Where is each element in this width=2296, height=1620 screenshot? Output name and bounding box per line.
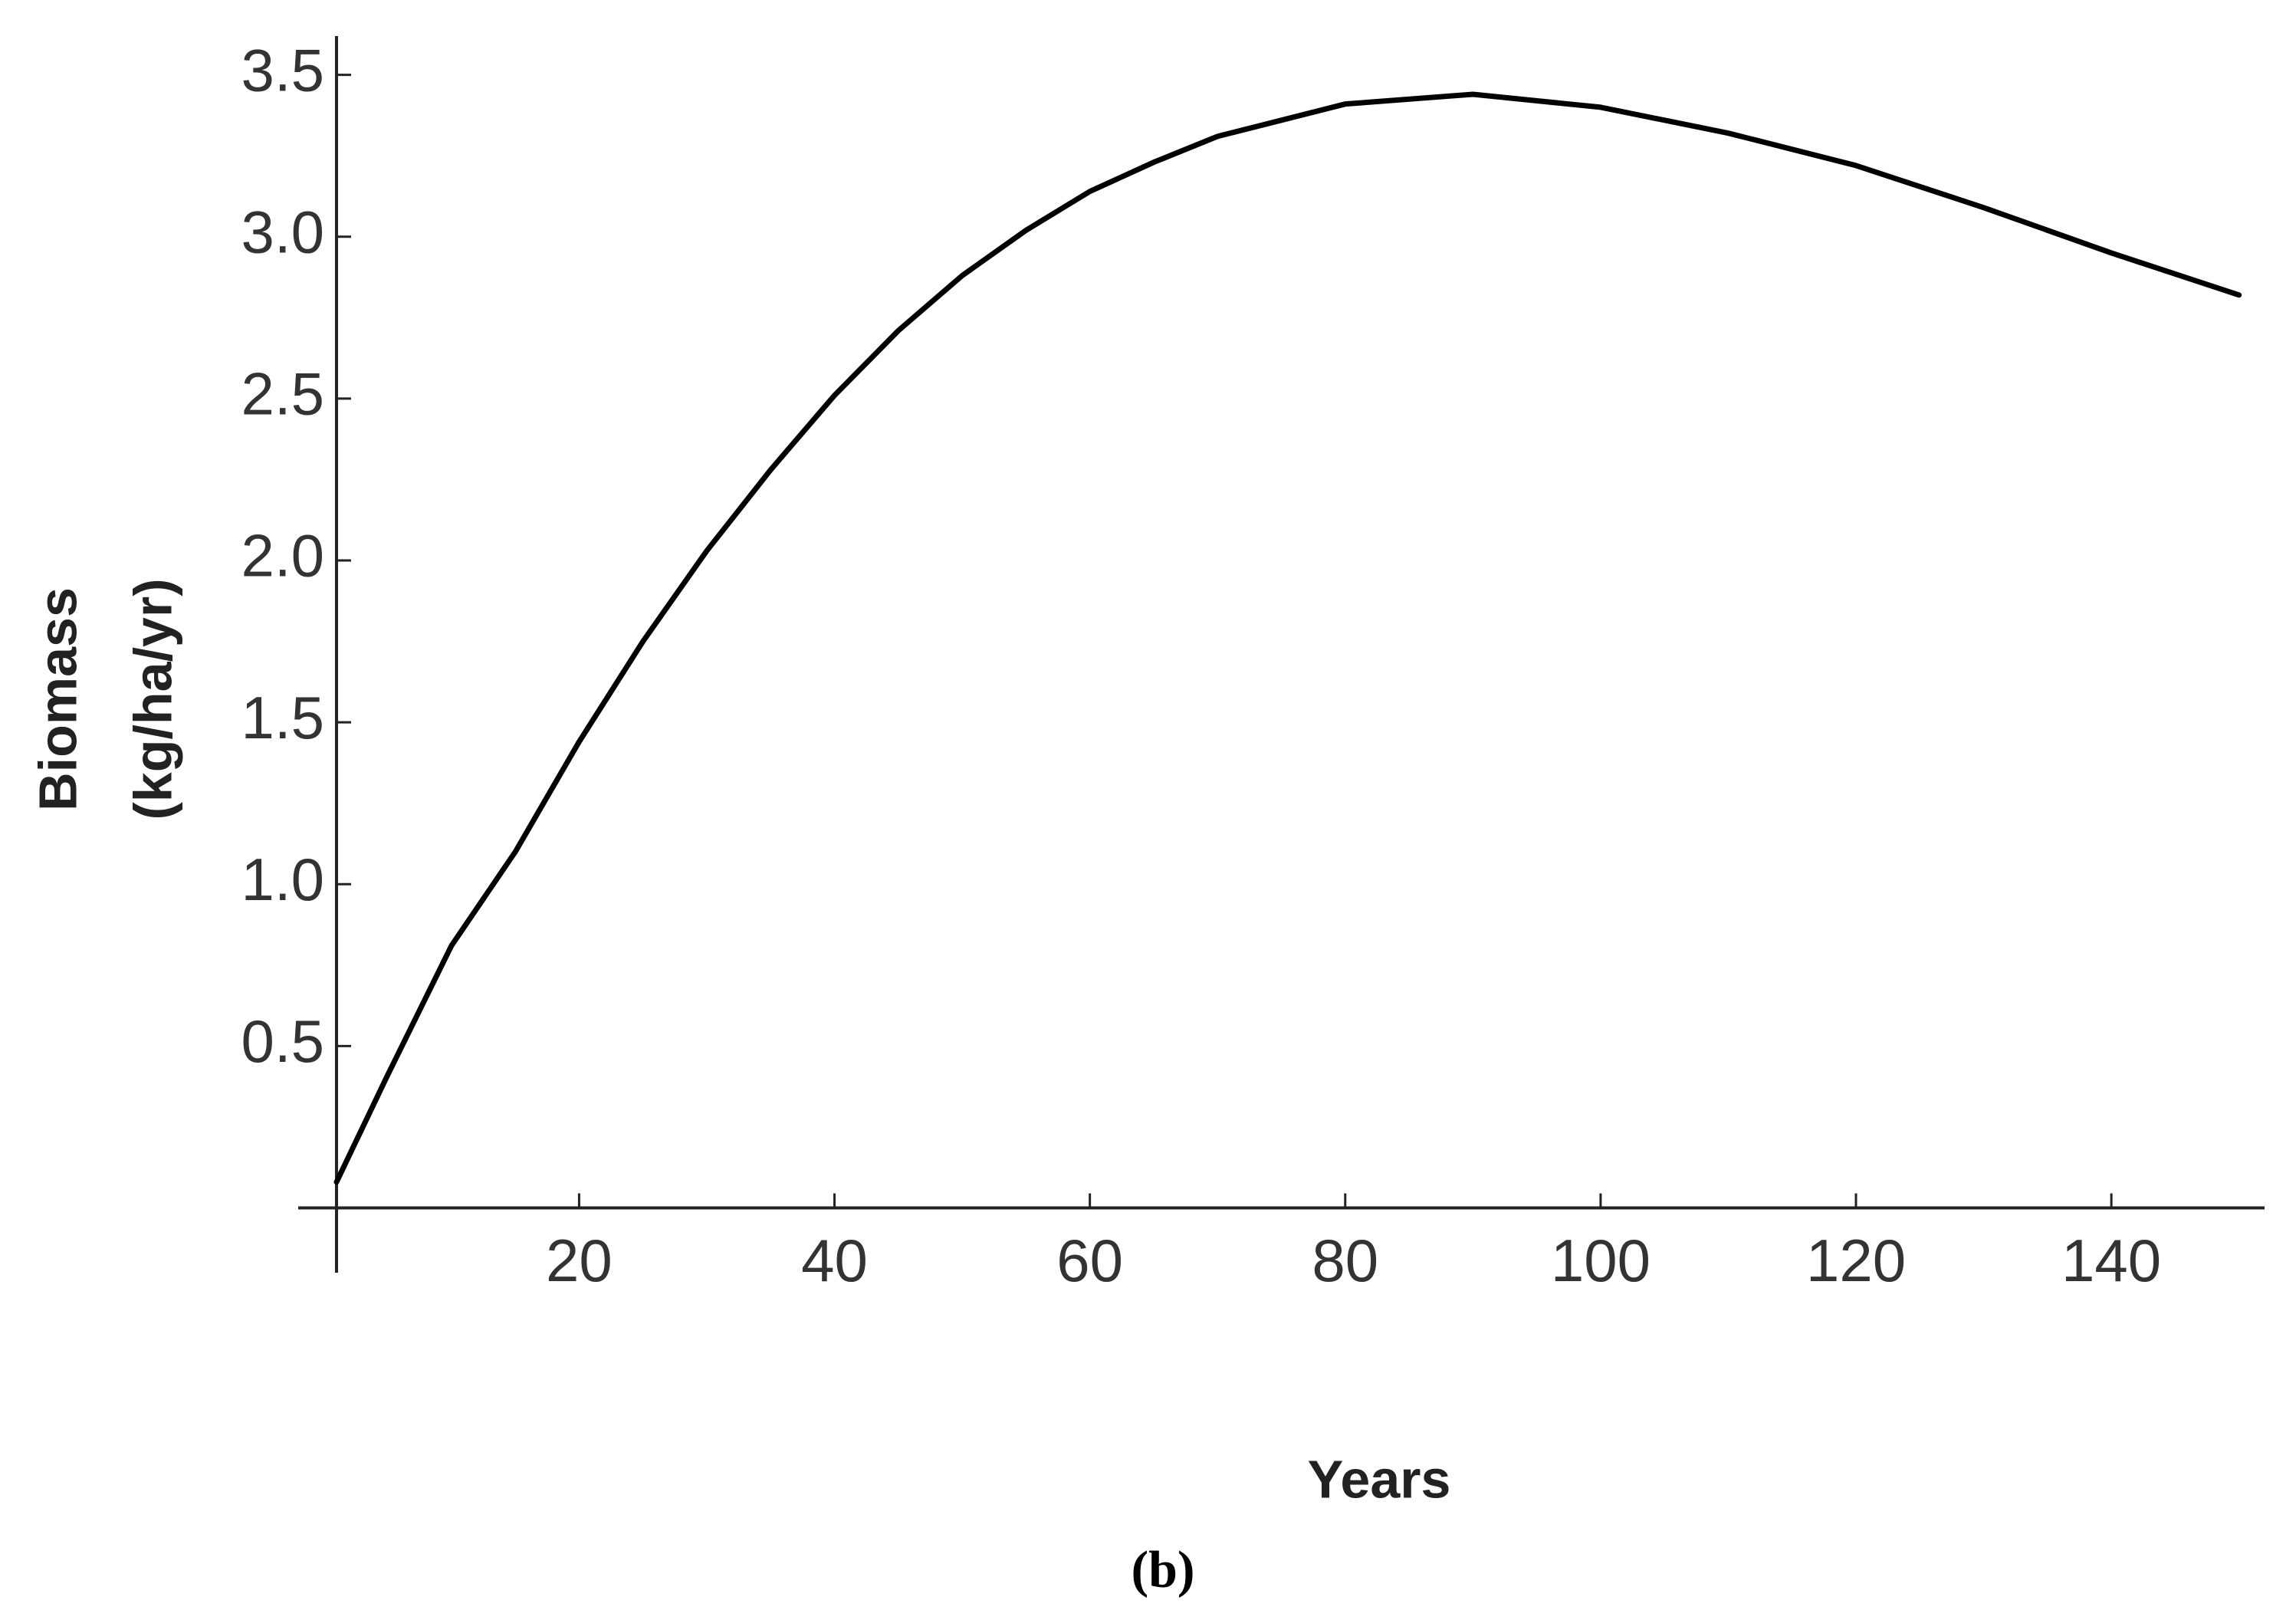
x-tick-label: 140 <box>2061 1227 2161 1294</box>
caption: (b) <box>1131 1540 1194 1599</box>
y-tick-label: 1.0 <box>241 846 324 913</box>
x-tick-label: 20 <box>546 1227 613 1294</box>
y-axis-label: (kg/ha/yr) <box>123 578 182 820</box>
x-tick-label: 100 <box>1551 1227 1651 1294</box>
y-axis-label-line: (kg/ha/yr) <box>123 578 182 820</box>
x-tick-label: 80 <box>1312 1227 1378 1294</box>
y-tick-label: 2.0 <box>241 522 324 590</box>
y-tick-label: 3.5 <box>241 36 324 104</box>
y-axis-label: Biomass <box>28 587 87 811</box>
y-axis-label-line: Biomass <box>28 587 87 811</box>
x-axis-label: Years <box>1308 1449 1451 1509</box>
x-tick-label: 120 <box>1806 1227 1906 1294</box>
x-tick-label: 60 <box>1056 1227 1123 1294</box>
x-tick-label: 40 <box>801 1227 868 1294</box>
y-tick-label: 2.5 <box>241 360 324 428</box>
y-tick-label: 3.0 <box>241 198 324 265</box>
y-tick-label: 0.5 <box>241 1007 324 1075</box>
data-line <box>333 91 2242 1185</box>
y-tick-label: 1.5 <box>241 684 324 751</box>
